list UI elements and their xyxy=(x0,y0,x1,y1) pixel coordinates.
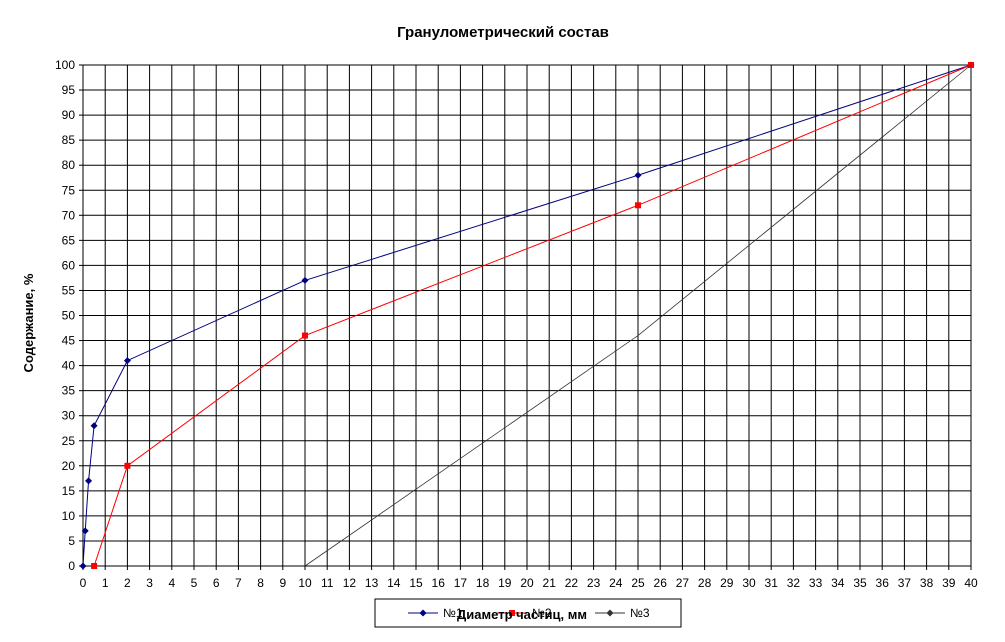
y-tick-label: 70 xyxy=(62,208,76,222)
y-tick-label: 35 xyxy=(62,384,76,398)
x-tick-label: 32 xyxy=(787,576,801,590)
y-tick-label: 45 xyxy=(62,334,76,348)
series-2-point xyxy=(91,563,98,569)
x-tick-label: 10 xyxy=(298,576,312,590)
y-axis-ticks: 0 5 10 15 20 25 30 35 40 45 50 55 60 65 70 75 80 85 90 95 10… xyxy=(55,58,83,573)
x-tick-label: 4 xyxy=(168,576,175,590)
legend: №1 №2 №3 xyxy=(408,606,650,620)
x-tick-label: 24 xyxy=(609,576,623,590)
x-tick-label: 15 xyxy=(409,576,423,590)
chart-grid xyxy=(82,64,972,567)
x-tick-label: 19 xyxy=(498,576,512,590)
chart-series xyxy=(79,61,975,570)
y-tick-label: 10 xyxy=(62,509,76,523)
y-tick-label: 40 xyxy=(62,359,76,373)
legend-marker-3 xyxy=(606,609,614,617)
series-3-line xyxy=(304,64,972,567)
chart-title: Гранулометрический состав xyxy=(397,24,609,41)
series-2-point xyxy=(302,332,308,339)
y-tick-label: 25 xyxy=(62,434,76,448)
y-tick-label: 95 xyxy=(62,83,76,97)
series-1-point xyxy=(634,171,642,179)
x-tick-label: 5 xyxy=(191,576,198,590)
x-tick-label: 35 xyxy=(853,576,867,590)
y-tick-label: 90 xyxy=(62,108,76,122)
x-tick-label: 13 xyxy=(365,576,379,590)
x-tick-label: 37 xyxy=(898,576,912,590)
x-tick-label: 17 xyxy=(454,576,468,590)
legend-label-2: №2 xyxy=(532,606,552,620)
y-tick-label: 80 xyxy=(62,158,76,172)
series-2-point xyxy=(124,462,131,469)
x-tick-label: 28 xyxy=(698,576,712,590)
legend-marker-2 xyxy=(509,610,515,616)
x-tick-label: 34 xyxy=(831,576,845,590)
x-tick-label: 14 xyxy=(387,576,401,590)
y-tick-label: 85 xyxy=(62,133,76,147)
y-tick-label: 55 xyxy=(62,283,76,297)
x-tick-label: 26 xyxy=(654,576,668,590)
x-tick-label: 21 xyxy=(543,576,557,590)
y-axis-label: Содержание, % xyxy=(21,273,36,372)
y-tick-label: 65 xyxy=(62,233,76,247)
x-tick-label: 30 xyxy=(742,576,756,590)
series-2-point xyxy=(635,202,641,209)
x-tick-label: 22 xyxy=(565,576,579,590)
x-tick-label: 1 xyxy=(102,576,109,590)
x-tick-label: 6 xyxy=(213,576,220,590)
y-tick-label: 0 xyxy=(68,559,75,573)
x-tick-label: 27 xyxy=(676,576,690,590)
x-tick-label: 0 xyxy=(80,576,87,590)
legend-label-3: №3 xyxy=(630,606,650,620)
x-tick-label: 2 xyxy=(124,576,131,590)
y-tick-label: 5 xyxy=(68,534,75,548)
x-tick-label: 23 xyxy=(587,576,601,590)
x-tick-label: 29 xyxy=(720,576,734,590)
x-tick-label: 11 xyxy=(321,576,334,590)
x-tick-label: 38 xyxy=(920,576,934,590)
x-axis-label: Диаметр частиц, мм xyxy=(457,607,587,622)
x-tick-label: 39 xyxy=(942,576,956,590)
series-1-line xyxy=(82,64,972,567)
x-tick-label: 8 xyxy=(257,576,264,590)
x-tick-label: 40 xyxy=(964,576,978,590)
y-tick-label: 50 xyxy=(62,309,76,323)
legend-label-1: №1 xyxy=(443,606,463,620)
x-tick-label: 16 xyxy=(432,576,446,590)
series-1-point xyxy=(123,357,131,365)
y-tick-label: 30 xyxy=(62,409,76,423)
x-tick-label: 12 xyxy=(343,576,357,590)
x-tick-label: 36 xyxy=(876,576,890,590)
x-tick-label: 3 xyxy=(146,576,153,590)
x-tick-label: 7 xyxy=(235,576,242,590)
x-tick-label: 20 xyxy=(520,576,534,590)
series-1-point xyxy=(301,276,309,284)
x-tick-label: 33 xyxy=(809,576,823,590)
y-tick-label: 60 xyxy=(62,258,76,272)
x-tick-label: 18 xyxy=(476,576,490,590)
x-tick-label: 31 xyxy=(765,576,779,590)
y-tick-label: 75 xyxy=(62,183,76,197)
series-1-point xyxy=(85,477,93,485)
y-tick-label: 20 xyxy=(62,459,76,473)
x-tick-label: 25 xyxy=(631,576,645,590)
series-1-point xyxy=(81,527,89,535)
series-3 xyxy=(304,64,972,567)
legend-marker-1 xyxy=(419,609,427,617)
x-axis-ticks: 0 1 2 3 4 5 6 7 8 9 10 11 12 13 14 15 16 17 18 19 20 21 22 23 24… xyxy=(80,566,978,590)
y-tick-label: 15 xyxy=(62,484,76,498)
y-tick-label: 100 xyxy=(55,58,75,72)
x-tick-label: 9 xyxy=(279,576,286,590)
series-1-point xyxy=(90,422,98,430)
series-1-point xyxy=(79,562,87,570)
